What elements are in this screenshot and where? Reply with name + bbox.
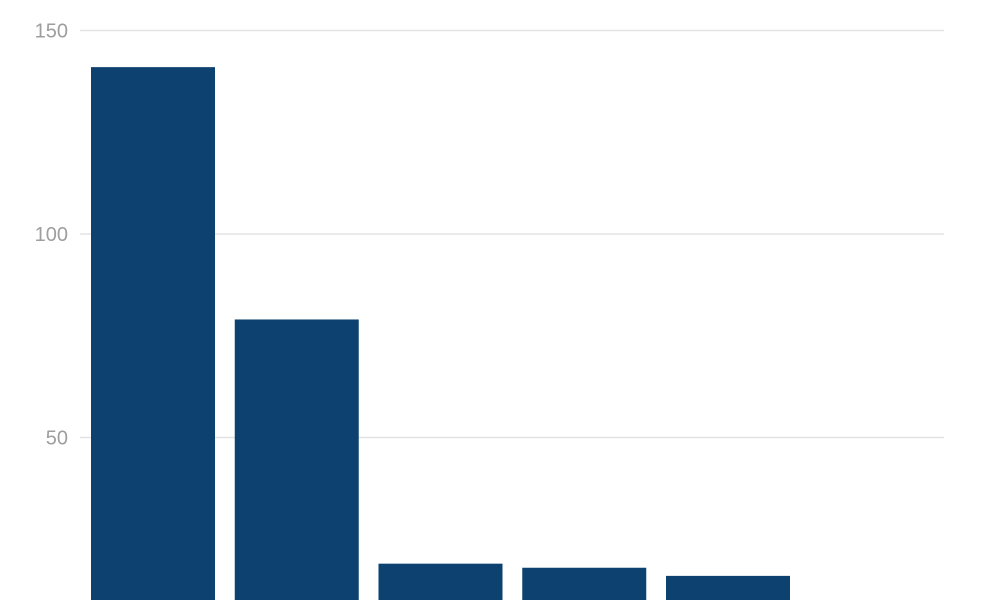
gridlines [80,29,944,439]
y-tick-label: 50 [46,428,68,450]
bar-1 [91,67,215,600]
bar-5 [666,575,790,600]
bar-2 [234,319,359,600]
y-tick-label: 100 [35,224,68,246]
bar-3 [378,563,503,600]
y-axis-ticks: 50 100 150 [35,21,68,450]
bars [91,67,790,600]
bar-4 [522,567,647,600]
y-tick-label: 150 [35,21,68,43]
